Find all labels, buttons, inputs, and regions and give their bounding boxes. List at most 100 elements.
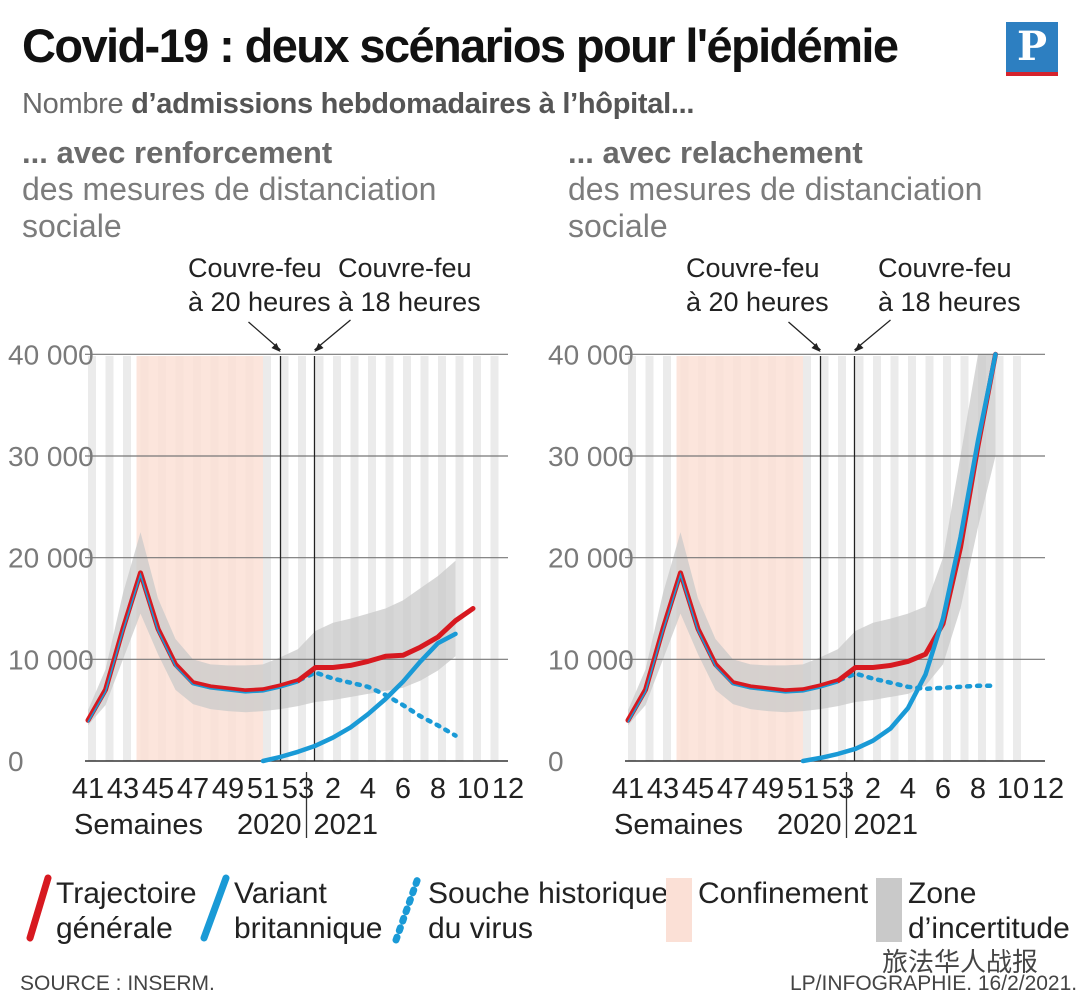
uncertainty-band [88, 532, 456, 726]
subtitle: Nombre d’admissions hebdomadaires à l’hô… [22, 88, 694, 121]
y-tick-label: 10 000 [8, 644, 94, 675]
x-tick-label: 51 [787, 773, 819, 805]
legend-uncertainty-label: Zone d’incertitude [908, 877, 1070, 945]
legend-uncertainty: Zone d’incertitude [876, 872, 1070, 952]
panel-heading-right-line2: des mesures de distanciation [568, 171, 983, 207]
panel-heading-left-line3: sociale [22, 208, 122, 244]
series-british-variant [260, 631, 458, 764]
subtitle-prefix: Nombre [22, 88, 132, 120]
week-stripe [490, 356, 499, 761]
series-historic-early [87, 572, 299, 723]
curfew-label-line1: Couvre-feu [188, 253, 322, 283]
series-historic-early [627, 572, 839, 723]
x-tick-label: 8 [430, 773, 446, 805]
week-stripe [105, 356, 114, 761]
y-tick-label: 0 [548, 746, 564, 777]
x-tick-label: 43 [107, 773, 139, 805]
week-stripe [315, 356, 324, 761]
x-axis-title: Semaines [614, 809, 743, 841]
panel-heading-left-bold: ... avec renforcement [22, 135, 333, 170]
curfew-label-line2: à 20 heures [686, 287, 829, 317]
week-stripe [123, 356, 131, 761]
week-stripe [628, 356, 636, 761]
x-tick-label: 49 [752, 773, 784, 805]
curfew-arrowhead-2 [314, 343, 324, 352]
legend-variant-swatch [200, 874, 230, 942]
x-tick-label: 6 [395, 773, 411, 805]
week-stripe [908, 356, 916, 761]
year-label-2020: 2020 [237, 809, 302, 841]
curfew-label-line2: à 18 heures [338, 287, 481, 317]
source-note: SOURCE : INSERM. [20, 972, 215, 995]
week-stripe [420, 356, 429, 761]
week-stripe [890, 356, 899, 761]
x-tick-label: 2 [325, 773, 341, 805]
legend-historic-label: Souche historique du virus [428, 877, 669, 945]
legend-historic-line [392, 874, 422, 944]
x-tick-label: 41 [72, 773, 104, 805]
legend-uncertainty-rect [876, 878, 902, 942]
legend-historic: Souche historique du virus [392, 872, 668, 952]
x-tick-label: 47 [717, 773, 749, 805]
week-stripe [403, 356, 411, 761]
week-stripe [803, 356, 811, 761]
week-stripe [280, 356, 289, 761]
x-tick-label: 43 [647, 773, 679, 805]
curfew-arrowhead-1 [271, 343, 281, 352]
year-label-2020: 2020 [777, 809, 842, 841]
legend-variant-line [200, 874, 230, 942]
x-tick-label: 53 [282, 773, 314, 805]
week-stripe [88, 356, 96, 761]
legend-variant: Variant britannique [200, 872, 382, 952]
panel-heading-left-line2: des mesures de distanciation [22, 171, 437, 207]
x-tick-label: 53 [822, 773, 854, 805]
panel-heading-left: ... avec renforcement des mesures de dis… [22, 134, 522, 245]
uncertainty-band [628, 354, 996, 726]
week-stripe [473, 356, 481, 761]
x-tick-label: 10 [997, 773, 1029, 805]
y-tick-label: 30 000 [8, 441, 94, 472]
page-title: Covid-19 : deux scénarios pour l'épidémi… [22, 19, 899, 72]
x-tick-label: 45 [682, 773, 714, 805]
week-stripe [820, 356, 829, 761]
week-stripe [438, 356, 446, 761]
credit-note: LP/INFOGRAPHIE. 16/2/2021. [790, 972, 1078, 995]
y-tick-label: 40 000 [8, 339, 94, 370]
y-tick-label: 10 000 [548, 644, 634, 675]
week-stripe [385, 356, 394, 761]
week-stripe [873, 356, 881, 761]
legend-general: Trajectoire générale [26, 872, 197, 952]
legend-lockdown-swatch [666, 878, 692, 942]
week-stripe [263, 356, 271, 761]
x-tick-label: 51 [247, 773, 279, 805]
x-tick-label: 12 [492, 773, 524, 805]
legend-lockdown-rect [666, 878, 692, 942]
x-tick-label: 2 [865, 773, 881, 805]
legend-general-line [26, 874, 52, 942]
legend-uncertainty-swatch [876, 878, 902, 942]
y-tick-label: 20 000 [548, 543, 634, 574]
x-tick-label: 41 [612, 773, 644, 805]
curfew-label-line2: à 20 heures [188, 287, 331, 317]
y-tick-label: 20 000 [8, 543, 94, 574]
week-stripe [645, 356, 654, 761]
x-tick-label: 4 [360, 773, 376, 805]
week-stripe [995, 356, 1004, 761]
y-tick-label: 40 000 [548, 339, 634, 370]
x-tick-label: 10 [457, 773, 489, 805]
week-stripe [333, 356, 341, 761]
chart-panel-2: 0 10 000 20 000 30 000 40 000 Couvre-feu à 20 … [548, 253, 1064, 841]
week-stripe [978, 356, 986, 761]
week-stripe [855, 356, 864, 761]
legend-general-swatch [26, 874, 52, 942]
curfew-arrowhead-1 [811, 343, 821, 352]
x-tick-label: 8 [970, 773, 986, 805]
x-tick-label: 6 [935, 773, 951, 805]
curfew-label-line1: Couvre-feu [686, 253, 820, 283]
curfew-label-line1: Couvre-feu [338, 253, 472, 283]
legend-general-label: Trajectoire générale [56, 877, 197, 945]
year-label-2021: 2021 [854, 809, 919, 841]
panel-heading-right: ... avec relachement des mesures de dist… [568, 134, 1068, 245]
